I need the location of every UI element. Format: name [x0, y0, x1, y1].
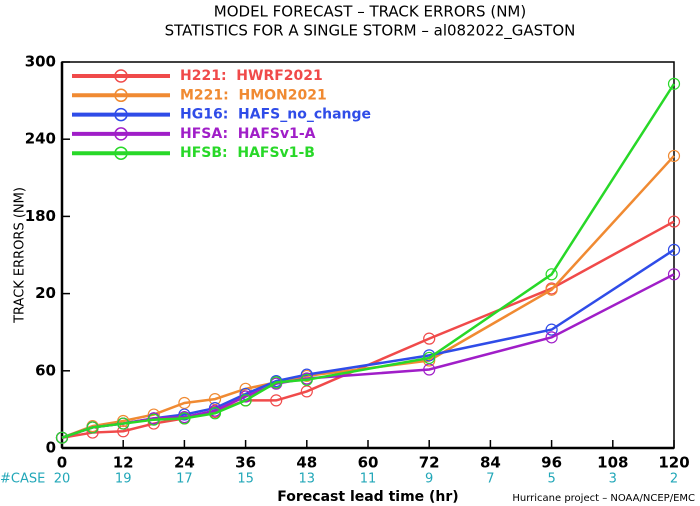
case-count: 17	[176, 472, 193, 487]
case-count: 2	[670, 472, 678, 487]
y-axis-label: TRACK ERRORS (NM)	[13, 187, 28, 324]
x-tick-label: 12	[113, 454, 134, 472]
y-tick-label: 60	[35, 361, 56, 379]
x-tick-label: 24	[174, 454, 195, 472]
data-point	[178, 412, 191, 425]
case-count: 9	[425, 472, 433, 487]
x-tick-label: 108	[597, 454, 628, 472]
legend-label: M221: HMON2021	[180, 87, 327, 103]
series-line	[61, 83, 676, 439]
data-point	[667, 268, 681, 281]
legend-marker	[114, 127, 128, 141]
data-point	[667, 215, 681, 228]
chart-title: MODEL FORECAST – TRACK ERRORS (NM)	[214, 3, 526, 21]
y-tick-label: 180	[25, 207, 56, 225]
legend-label: HFSA: HAFSv1-A	[180, 126, 316, 142]
data-point	[423, 351, 436, 365]
data-point	[667, 149, 681, 163]
legend-label: HFSB: HAFSv1-B	[180, 145, 315, 161]
data-point	[423, 332, 436, 345]
data-point	[300, 373, 313, 386]
series-line	[61, 155, 675, 439]
x-axis-label: Forecast lead time (hr)	[277, 489, 458, 505]
data-point	[208, 407, 222, 420]
x-tick-label: 96	[541, 454, 562, 472]
x-tick-label: 120	[658, 454, 689, 472]
x-tick-label: 0	[57, 454, 67, 472]
y-tick-label: 300	[25, 53, 56, 71]
chart-subtitle: STATISTICS FOR A SINGLE STORM – al082022…	[165, 22, 576, 41]
x-tick-label: 84	[480, 454, 501, 472]
data-point	[239, 394, 252, 407]
case-count: 19	[115, 472, 132, 487]
data-point	[55, 431, 69, 444]
data-point	[545, 283, 558, 296]
x-tick-label: 72	[419, 454, 440, 472]
case-count: 11	[360, 472, 377, 487]
case-label: #CASE	[0, 472, 45, 487]
y-tick-label: 0	[46, 439, 56, 457]
case-count: 7	[486, 472, 494, 487]
case-count: 3	[609, 472, 617, 487]
legend-marker	[114, 107, 128, 122]
data-point	[545, 323, 558, 336]
legend-marker	[114, 146, 128, 160]
legend-marker	[114, 69, 128, 83]
x-tick-label: 60	[358, 454, 379, 472]
case-count: 13	[299, 472, 316, 487]
data-point	[667, 77, 681, 90]
data-point	[86, 421, 99, 434]
data-point	[545, 331, 558, 344]
case-count: 20	[54, 472, 71, 487]
x-tick-label: 48	[296, 454, 317, 472]
case-count: 15	[237, 472, 254, 487]
x-tick-label: 36	[235, 454, 256, 472]
data-point	[117, 425, 130, 438]
case-count: 5	[547, 472, 555, 487]
data-point	[545, 268, 558, 281]
data-point	[667, 243, 681, 256]
series-line	[61, 220, 675, 439]
data-point	[270, 394, 283, 407]
data-point	[117, 417, 130, 430]
data-point	[147, 413, 160, 426]
legend-label: HG16: HAFS_no_change	[180, 107, 371, 123]
y-tick-label: 20	[35, 284, 56, 302]
data-point	[270, 376, 283, 389]
y-tick-label: 240	[25, 130, 56, 148]
legend-label: H221: HWRF2021	[180, 68, 323, 84]
footer: Hurricane project – NOAA/NCEP/EMC	[512, 493, 695, 504]
legend-marker	[114, 88, 128, 103]
